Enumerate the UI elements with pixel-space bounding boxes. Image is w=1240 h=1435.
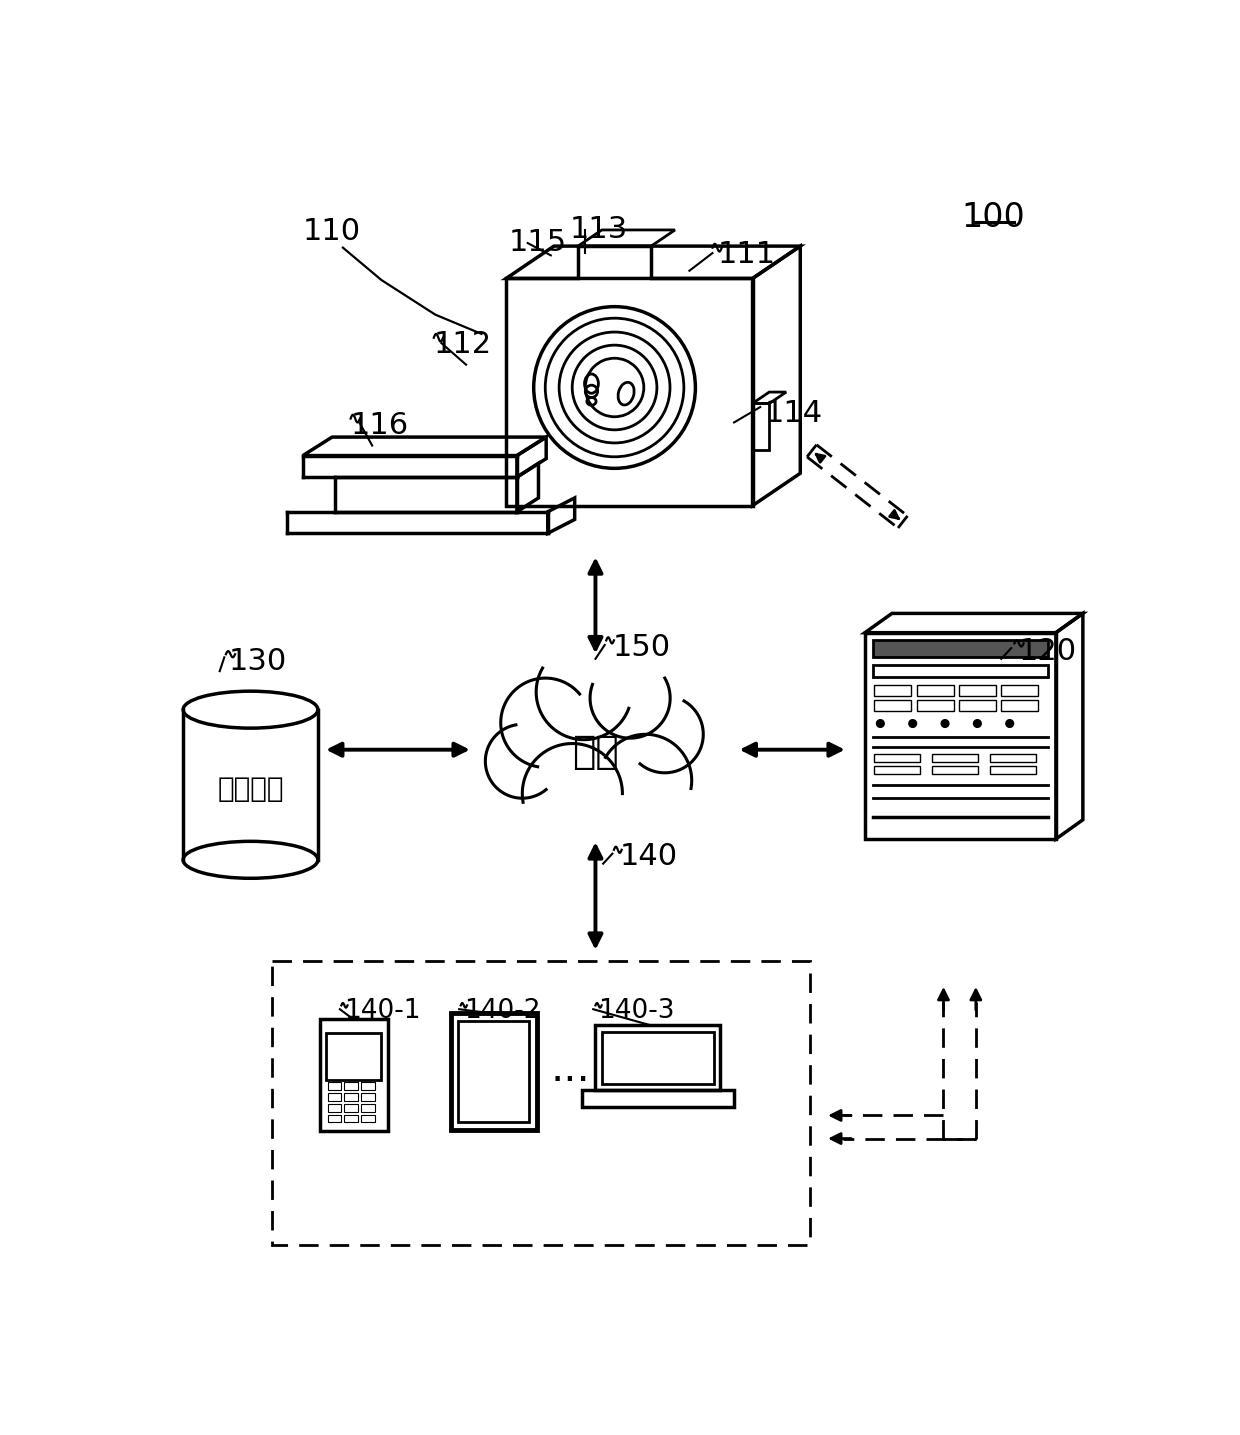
Bar: [990, 766, 1035, 773]
Bar: [990, 755, 1035, 762]
Bar: [874, 684, 911, 696]
Bar: [874, 700, 911, 712]
Bar: [327, 1104, 341, 1112]
Text: ...: ...: [551, 1048, 590, 1091]
Circle shape: [973, 720, 981, 728]
Bar: [326, 1033, 382, 1081]
Bar: [361, 1082, 376, 1091]
Bar: [932, 755, 978, 762]
Bar: [866, 633, 1056, 839]
Bar: [601, 1032, 714, 1083]
Bar: [1001, 700, 1038, 712]
Circle shape: [909, 720, 916, 728]
Text: 116: 116: [351, 410, 409, 441]
Text: 存储设备: 存储设备: [217, 775, 284, 804]
Bar: [874, 766, 920, 773]
Text: 114: 114: [765, 399, 823, 429]
Text: 140-1: 140-1: [345, 999, 420, 1025]
Bar: [450, 1013, 537, 1131]
Bar: [916, 700, 954, 712]
Text: 110: 110: [303, 217, 361, 245]
Circle shape: [877, 720, 884, 728]
Text: 140-3: 140-3: [599, 999, 675, 1025]
Bar: [959, 684, 996, 696]
Bar: [345, 1115, 358, 1122]
Circle shape: [941, 720, 949, 728]
Text: 112: 112: [434, 330, 492, 359]
Bar: [361, 1104, 376, 1112]
Bar: [272, 961, 810, 1244]
Bar: [361, 1093, 376, 1101]
Bar: [320, 1019, 388, 1131]
Text: 115: 115: [508, 228, 567, 257]
Bar: [874, 755, 920, 762]
Bar: [345, 1104, 358, 1112]
Bar: [873, 664, 1048, 676]
Text: 140-2: 140-2: [465, 999, 541, 1025]
Bar: [582, 1091, 734, 1106]
Text: 140: 140: [620, 842, 678, 871]
Text: 网络: 网络: [572, 733, 619, 771]
Bar: [1001, 684, 1038, 696]
Bar: [327, 1115, 341, 1122]
Bar: [361, 1115, 376, 1122]
Text: 111: 111: [718, 240, 776, 268]
Bar: [932, 766, 978, 773]
Bar: [327, 1093, 341, 1101]
Bar: [916, 684, 954, 696]
Bar: [873, 640, 1048, 657]
Text: 130: 130: [229, 647, 288, 676]
Bar: [459, 1020, 529, 1122]
Bar: [595, 1026, 720, 1091]
Bar: [327, 1082, 341, 1091]
Circle shape: [1006, 720, 1013, 728]
Text: 100: 100: [962, 201, 1025, 234]
Text: 120: 120: [1019, 637, 1078, 666]
Bar: [345, 1093, 358, 1101]
Bar: [959, 700, 996, 712]
Text: 113: 113: [570, 215, 629, 244]
Bar: [345, 1082, 358, 1091]
Text: 150: 150: [613, 633, 671, 662]
